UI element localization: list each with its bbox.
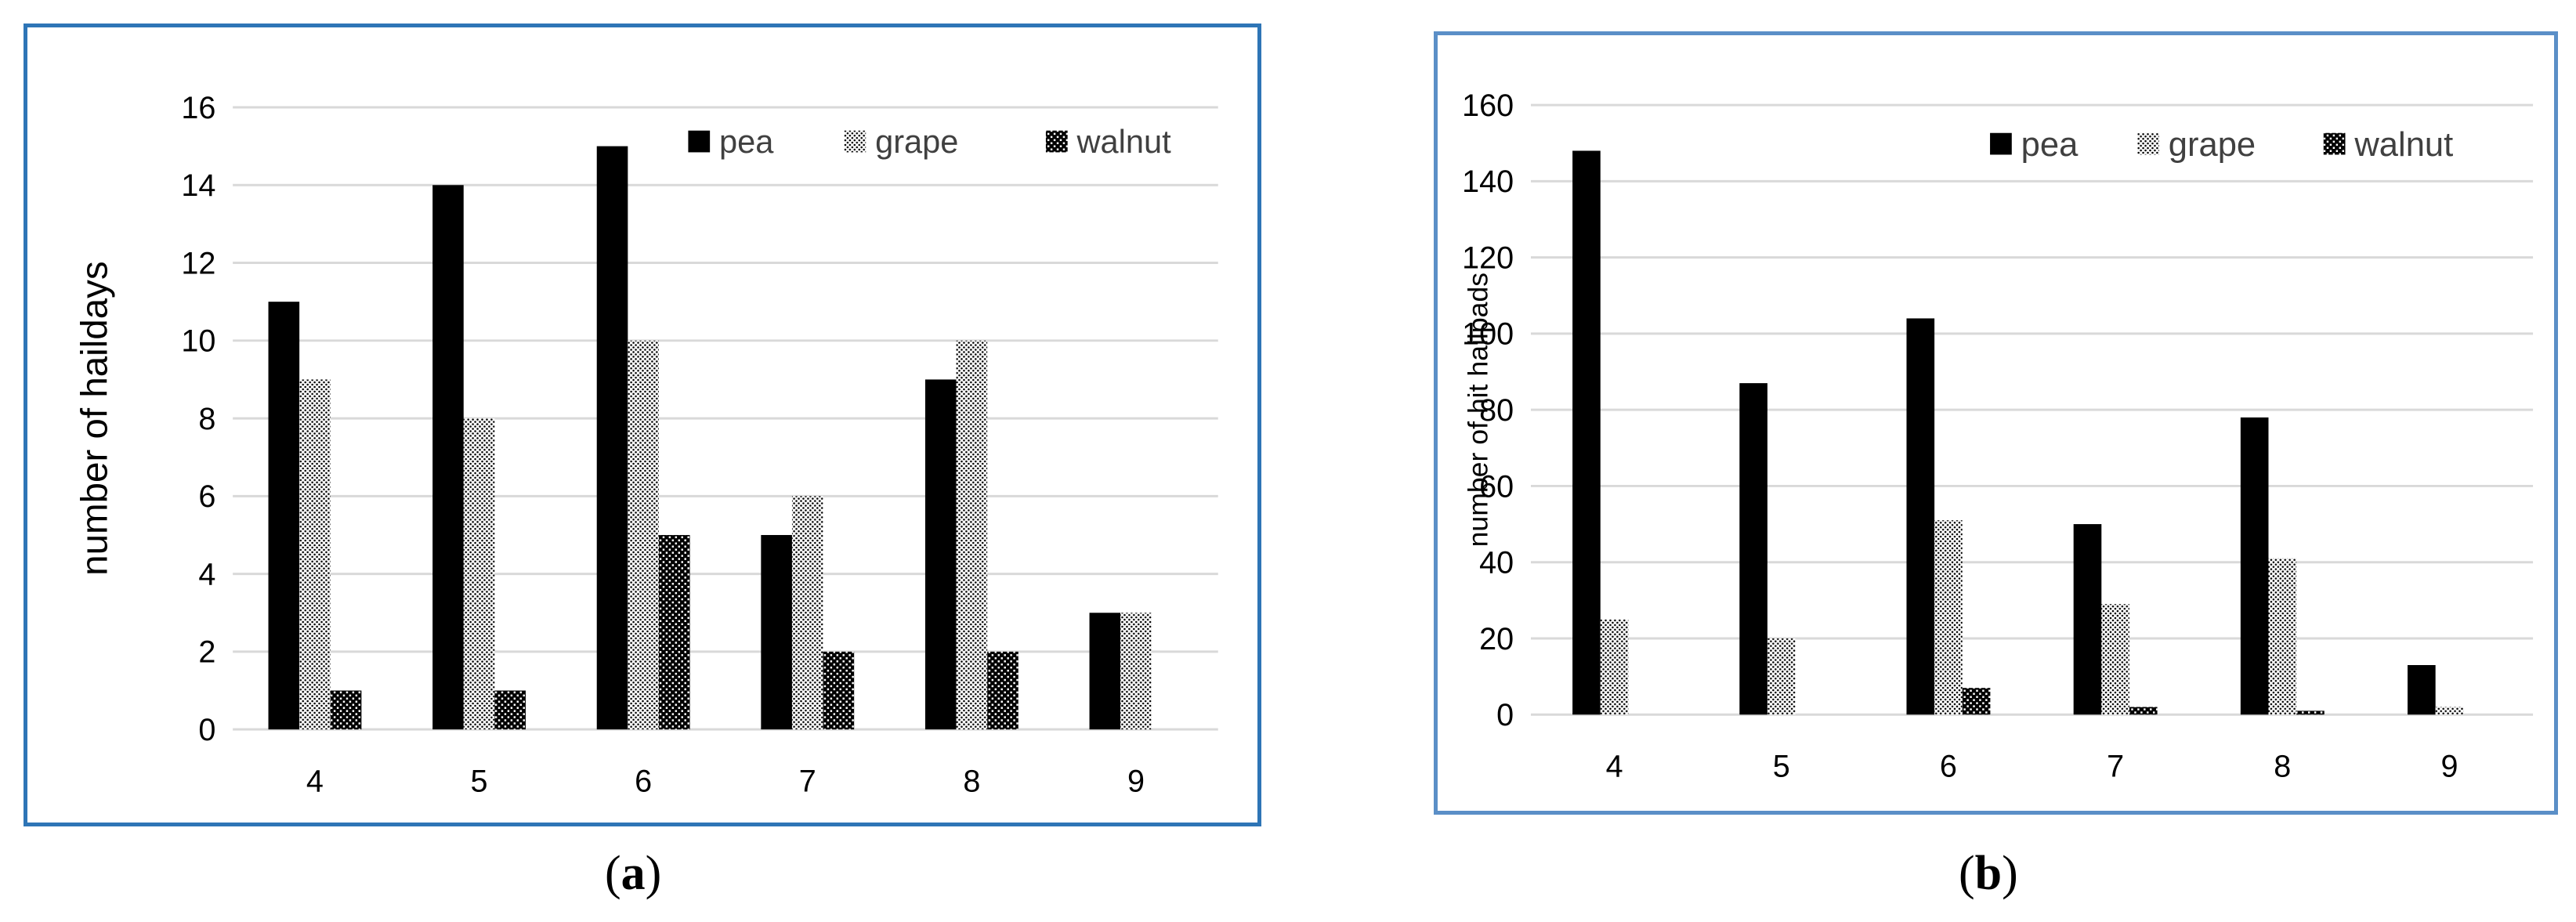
bar-walnut-6 [1962, 688, 1991, 715]
legend-swatch-walnut [2323, 132, 2346, 155]
bar-grape-9 [1120, 613, 1152, 730]
x-tick-label-7: 7 [799, 764, 816, 798]
x-tick-label-8: 8 [963, 764, 980, 798]
bar-grape-9 [2435, 707, 2464, 715]
caption-a: (a) [605, 847, 662, 900]
legend-swatch-grape [2137, 132, 2159, 155]
legend-label-walnut: walnut [2353, 126, 2453, 164]
y-tick-label-20: 20 [1479, 622, 1514, 656]
legend-swatch-pea [688, 130, 711, 153]
y-tick-label-40: 40 [1479, 546, 1514, 580]
bar-grape-5 [463, 418, 495, 730]
bar-walnut-8 [2296, 710, 2325, 715]
y-tick-label-160: 160 [1462, 89, 1514, 123]
chart-b: 0 20 40 60 80 100 120 140 160 number of hit hailp… [1462, 89, 2534, 783]
y-tick-label-8: 8 [198, 402, 215, 436]
x-tick-label-4: 4 [306, 764, 324, 798]
y-tick-label-100: 100 [1462, 317, 1514, 352]
legend-swatch-walnut [1045, 130, 1068, 153]
bar-pea-5 [432, 185, 464, 730]
bar-grape-8 [2268, 558, 2297, 715]
x-tick-label-5: 5 [471, 764, 488, 798]
chart-b-frame: 0 20 40 60 80 100 120 140 160 number of hit hailp… [1434, 31, 2558, 815]
y-tick-label-14: 14 [181, 168, 215, 203]
chart-a: 0 2 4 6 8 10 12 14 16 number of haildays 4 5 6 7 8 9 pea… [74, 91, 1218, 798]
bar-grape-7 [791, 496, 823, 730]
bar-grape-6 [628, 340, 659, 730]
y-tick-label-80: 80 [1479, 393, 1514, 428]
bar-grape-8 [956, 340, 988, 730]
bar-pea-9 [1089, 613, 1121, 730]
bar-grape-4 [299, 379, 331, 730]
chart-a-frame: 0 2 4 6 8 10 12 14 16 number of haildays 4 5 6 7 8 9 pea… [24, 24, 1261, 826]
bar-grape-5 [1767, 638, 1796, 715]
x-tick-label-9: 9 [1127, 764, 1145, 798]
x-tick-label-4: 4 [1606, 749, 1623, 783]
bar-pea-5 [1739, 383, 1767, 715]
y-tick-label-4: 4 [198, 557, 215, 591]
bar-pea-9 [2408, 665, 2436, 715]
y-tick-label-6: 6 [198, 479, 215, 514]
y-axis-label: number of hit hailpads [1463, 273, 1494, 548]
bar-pea-8 [2240, 417, 2269, 715]
bar-grape-6 [1934, 520, 1963, 715]
x-tick-label-5: 5 [1773, 749, 1790, 783]
y-tick-label-60: 60 [1479, 469, 1514, 504]
bar-walnut-4 [330, 690, 362, 730]
legend-label-grape: grape [2169, 126, 2256, 164]
x-tick-label-8: 8 [2274, 749, 2291, 783]
bar-pea-6 [1906, 318, 1935, 715]
bar-walnut-8 [987, 651, 1018, 730]
bar-pea-7 [761, 534, 792, 730]
bar-grape-7 [2101, 604, 2129, 715]
legend-label-pea: pea [2021, 126, 2079, 164]
x-tick-label-6: 6 [1940, 749, 1957, 783]
bar-pea-4 [1572, 150, 1601, 715]
y-tick-label-0: 0 [1496, 698, 1514, 732]
legend-label-walnut: walnut [1076, 123, 1172, 160]
legend-swatch-grape [844, 130, 867, 153]
x-tick-label-7: 7 [2107, 749, 2124, 783]
caption-b: (b) [1959, 847, 2018, 900]
y-tick-label-12: 12 [181, 246, 215, 280]
y-tick-label-140: 140 [1462, 165, 1514, 199]
x-tick-label-9: 9 [2440, 749, 2458, 783]
y-tick-label-0: 0 [198, 713, 215, 747]
y-axis-label: number of haildays [74, 261, 116, 575]
y-tick-label-120: 120 [1462, 240, 1514, 275]
bar-pea-7 [2073, 524, 2102, 715]
bar-walnut-6 [658, 534, 690, 730]
bar-walnut-5 [494, 690, 526, 730]
y-tick-label-2: 2 [198, 635, 215, 670]
y-tick-label-16: 16 [181, 91, 215, 125]
bar-pea-6 [596, 146, 628, 730]
bar-walnut-7 [823, 651, 855, 730]
legend-label-pea: pea [719, 123, 774, 160]
bar-pea-8 [924, 379, 957, 730]
x-tick-label-6: 6 [635, 764, 652, 798]
legend-label-grape: grape [875, 123, 958, 160]
bar-pea-4 [268, 302, 300, 730]
legend-swatch-pea [1990, 132, 2012, 155]
bar-walnut-7 [2129, 707, 2158, 715]
bar-grape-4 [1600, 619, 1629, 715]
y-tick-label-10: 10 [181, 324, 215, 359]
